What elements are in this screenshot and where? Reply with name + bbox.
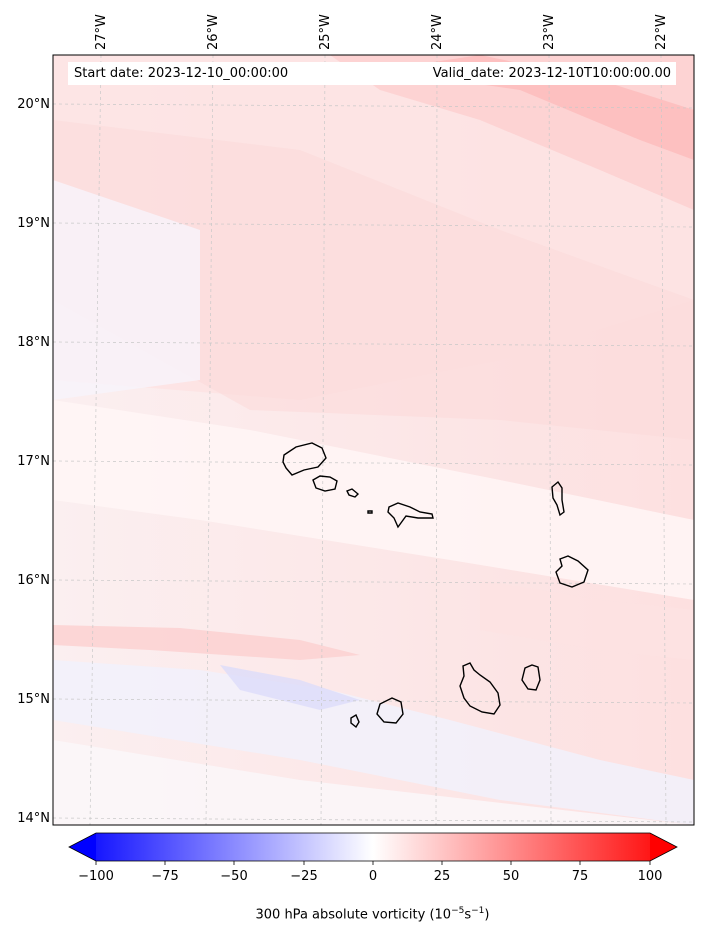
lon-label: 25°W	[318, 14, 333, 50]
colorbar-tick-label: 50	[502, 869, 520, 884]
island-santiago	[459, 662, 501, 715]
colorbar-tick-label: 25	[433, 869, 451, 884]
island-fogo	[376, 697, 404, 724]
lon-label: 26°W	[206, 14, 221, 50]
lon-label: 23°W	[542, 14, 557, 50]
lat-label: 16°N	[17, 573, 50, 588]
island-santa-luzia	[346, 488, 360, 498]
lat-label: 19°N	[17, 216, 50, 231]
lat-label: 15°N	[17, 692, 50, 707]
lat-label: 20°N	[17, 97, 50, 112]
island-santo-antao	[282, 442, 327, 476]
graticule	[53, 55, 694, 825]
lat-label: 14°N	[17, 811, 50, 826]
island-sal	[551, 480, 565, 517]
island-maio	[521, 664, 541, 691]
map-frame	[52, 54, 695, 826]
colorbar-tick-label: 0	[368, 869, 378, 884]
vorticity-field	[53, 55, 694, 825]
lat-label: 18°N	[17, 335, 50, 350]
valid-date-label: Valid_date: 2023-12-10T10:00:00.00	[432, 66, 671, 81]
colorbar-tick-label: 100	[637, 869, 663, 884]
colorbar-tick-label: −50	[220, 869, 248, 884]
colorbar	[68, 832, 678, 865]
colorbar-tick-label: −25	[290, 869, 318, 884]
island-brava	[350, 713, 360, 729]
colorbar-tick-label: −75	[151, 869, 179, 884]
lon-label: 24°W	[430, 14, 445, 50]
start-date-label: Start date: 2023-12-10_00:00:00	[74, 66, 289, 81]
islands	[282, 442, 589, 729]
island-branco	[367, 510, 373, 514]
lon-label: 27°W	[94, 14, 109, 50]
island-sao-nicolau	[387, 502, 434, 529]
colorbar-tick-label: 75	[571, 869, 589, 884]
colorbar-tick-label: −100	[78, 869, 114, 884]
island-sao-vicente	[312, 475, 338, 492]
island-boa-vista	[555, 555, 589, 588]
colorbar-title: 300 hPa absolute vorticity (10−5s−1)	[255, 906, 490, 923]
lon-label: 22°W	[654, 14, 669, 50]
date-info-box	[68, 62, 676, 85]
lat-label: 17°N	[17, 454, 50, 469]
